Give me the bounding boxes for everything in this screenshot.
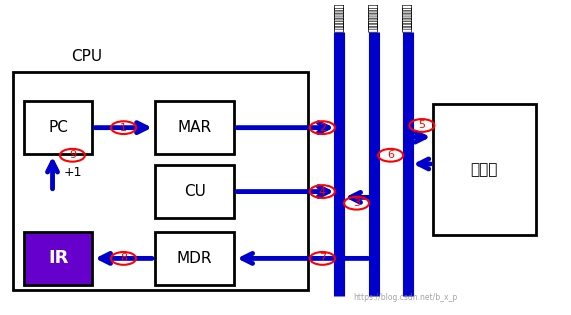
Text: 6: 6	[387, 150, 394, 160]
Text: MAR: MAR	[178, 120, 212, 135]
Text: 5: 5	[419, 120, 425, 130]
FancyBboxPatch shape	[433, 104, 536, 235]
Text: CU: CU	[184, 184, 206, 199]
FancyBboxPatch shape	[13, 72, 308, 290]
Text: CPU: CPU	[71, 49, 102, 64]
Text: https://blog.csdn.net/b_x_p: https://blog.csdn.net/b_x_p	[353, 293, 458, 302]
FancyBboxPatch shape	[24, 232, 93, 284]
Text: 4: 4	[319, 186, 326, 197]
Text: 地址总线: 地址总线	[335, 5, 344, 32]
Text: 2: 2	[319, 123, 326, 133]
Text: 存储器: 存储器	[471, 162, 498, 177]
FancyBboxPatch shape	[155, 101, 234, 154]
FancyBboxPatch shape	[155, 165, 234, 218]
Text: MDR: MDR	[177, 251, 212, 266]
Text: PC: PC	[49, 120, 68, 135]
Text: 9: 9	[69, 150, 76, 160]
FancyBboxPatch shape	[24, 101, 93, 154]
Text: 7: 7	[319, 253, 326, 263]
Text: 8: 8	[120, 253, 127, 263]
Text: +1: +1	[64, 166, 82, 179]
Text: 地址总线: 地址总线	[335, 2, 344, 29]
Text: 数据总线: 数据总线	[368, 5, 379, 32]
Text: 数据总线: 数据总线	[368, 2, 379, 29]
Text: IR: IR	[48, 249, 69, 267]
Text: 控制总线: 控制总线	[403, 2, 413, 29]
FancyBboxPatch shape	[155, 232, 234, 284]
Text: 3: 3	[353, 198, 360, 208]
Text: 控制总线: 控制总线	[403, 5, 413, 32]
Text: 1: 1	[120, 123, 127, 133]
